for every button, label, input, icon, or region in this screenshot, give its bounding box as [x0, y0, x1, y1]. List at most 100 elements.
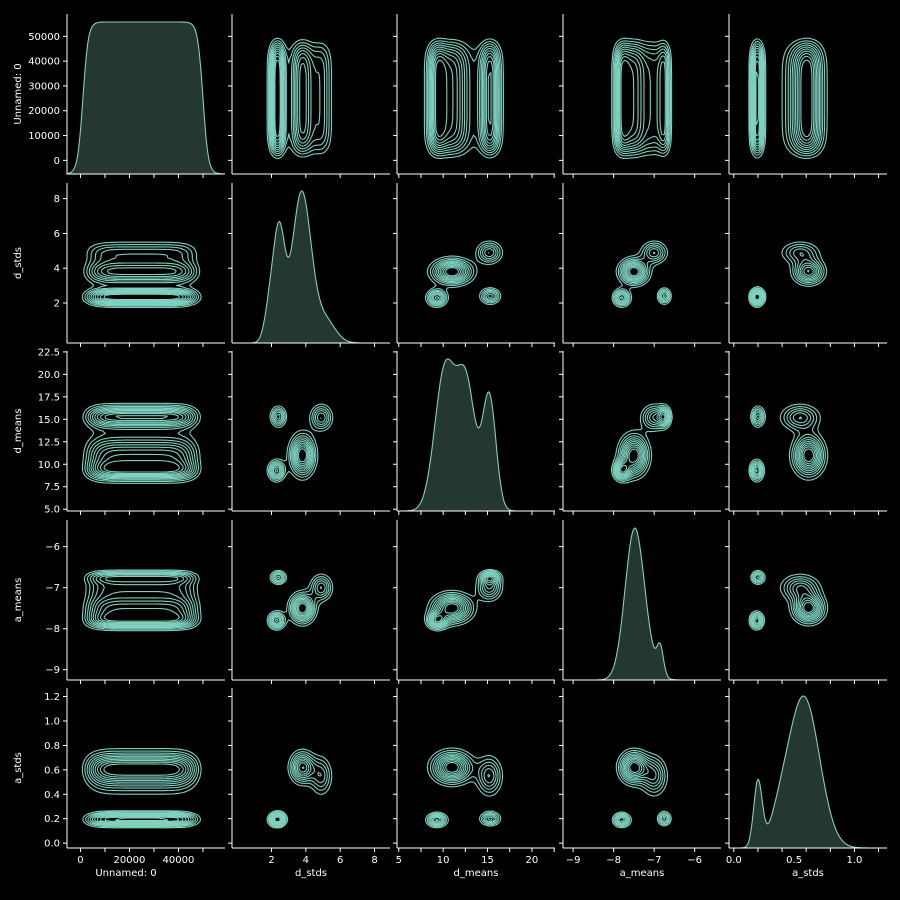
contour-line	[99, 603, 184, 624]
contour-line	[752, 411, 822, 478]
contour-line	[445, 761, 459, 773]
contour-line	[803, 601, 814, 614]
contour-line	[752, 264, 816, 303]
contour-line	[753, 269, 810, 302]
contour-line	[267, 406, 332, 482]
contour-line	[92, 757, 191, 825]
x-tick-label: −7	[647, 855, 662, 866]
x-tick-label: 5	[396, 855, 402, 866]
contour-line	[84, 570, 200, 630]
contour-line	[616, 409, 669, 478]
contour-line	[428, 571, 500, 628]
panel-0-0	[63, 14, 226, 178]
contour-line	[84, 404, 200, 482]
contour-line	[99, 413, 184, 475]
contour-line	[750, 248, 821, 305]
contour-line	[427, 42, 501, 155]
panel-1-1	[228, 183, 390, 347]
panel-3-1	[228, 520, 390, 684]
contour-line	[431, 252, 494, 303]
y-axis-label: Unnamed: 0	[13, 63, 24, 124]
x-tick-label: 20	[526, 855, 539, 866]
contour-line	[267, 751, 330, 828]
contour-line	[270, 756, 322, 826]
contour-line	[618, 53, 642, 144]
contour-line	[269, 755, 326, 826]
contour-line	[616, 754, 668, 825]
contour-line	[296, 601, 309, 615]
contour-line	[81, 402, 202, 484]
contour-line	[424, 747, 504, 829]
contour-line	[748, 37, 828, 159]
contour-line	[273, 442, 311, 475]
contour-line	[96, 267, 187, 302]
contour-line	[751, 252, 820, 305]
contour-line	[94, 758, 189, 824]
y-tick-label: 0.2	[44, 814, 60, 825]
contour-line	[430, 248, 496, 304]
contour-line	[270, 410, 328, 479]
panel-4-4	[725, 688, 887, 852]
panel-4-1	[228, 688, 390, 852]
x-tick-label: 6	[337, 855, 343, 866]
kde-curve-a_stds	[729, 695, 887, 849]
contour-line	[272, 413, 322, 477]
contour-line	[297, 448, 308, 463]
contour-line	[613, 42, 670, 155]
contour-line	[629, 761, 641, 774]
contour-line	[297, 603, 308, 614]
contour-line	[749, 406, 826, 481]
panel-4-2	[393, 688, 555, 852]
y-tick-label: 22.5	[38, 347, 60, 358]
contour-line	[84, 750, 200, 828]
contour-line	[94, 410, 189, 477]
contour-line	[433, 55, 494, 141]
contour-line	[423, 37, 504, 159]
contour-line	[271, 574, 326, 627]
y-tick-label: 17.5	[38, 392, 60, 403]
x-tick-label: 4	[303, 855, 309, 866]
contour-line	[270, 573, 328, 628]
contour-line	[94, 264, 189, 303]
contour-line	[614, 44, 669, 153]
contour-line	[628, 267, 639, 277]
contour-line	[615, 246, 669, 305]
contour-line	[103, 415, 180, 473]
contour-line	[750, 572, 825, 629]
contour-line	[81, 569, 202, 632]
contour-line	[271, 48, 312, 149]
contour-line	[616, 48, 668, 149]
contour-line	[614, 751, 670, 827]
contour-line	[271, 411, 326, 478]
x-axis-label: d_means	[454, 868, 499, 879]
x-tick-label: 8	[371, 855, 377, 866]
contour-line	[274, 600, 310, 623]
contour-line	[750, 408, 825, 480]
y-axis-label: d_stds	[13, 247, 24, 279]
contour-line	[627, 265, 641, 278]
contour-line	[612, 404, 672, 482]
contour-line	[426, 749, 501, 828]
contour-line	[443, 760, 461, 775]
x-tick-label: −9	[566, 855, 581, 866]
panel-4-3	[559, 688, 721, 852]
contour-line	[617, 411, 668, 477]
contour-line	[272, 762, 308, 824]
x-tick-label: 1.0	[846, 855, 862, 866]
y-axis-label: a_stds	[13, 752, 24, 784]
contour-line	[296, 446, 309, 465]
contour-line	[267, 40, 330, 157]
y-axis-label: d_means	[13, 409, 24, 454]
contour-line	[617, 756, 666, 824]
panel-0-2	[393, 14, 555, 178]
y-tick-label: −7	[45, 583, 60, 594]
y-tick-label: −8	[45, 624, 60, 635]
y-tick-label: 12.5	[38, 437, 60, 448]
kde-curve-d_stds	[232, 190, 390, 344]
contour-line	[619, 55, 639, 141]
contour-line	[430, 754, 495, 825]
kde-curve-Unnamed: 0	[66, 21, 226, 175]
contour-line	[751, 573, 823, 628]
contour-line	[753, 442, 819, 475]
